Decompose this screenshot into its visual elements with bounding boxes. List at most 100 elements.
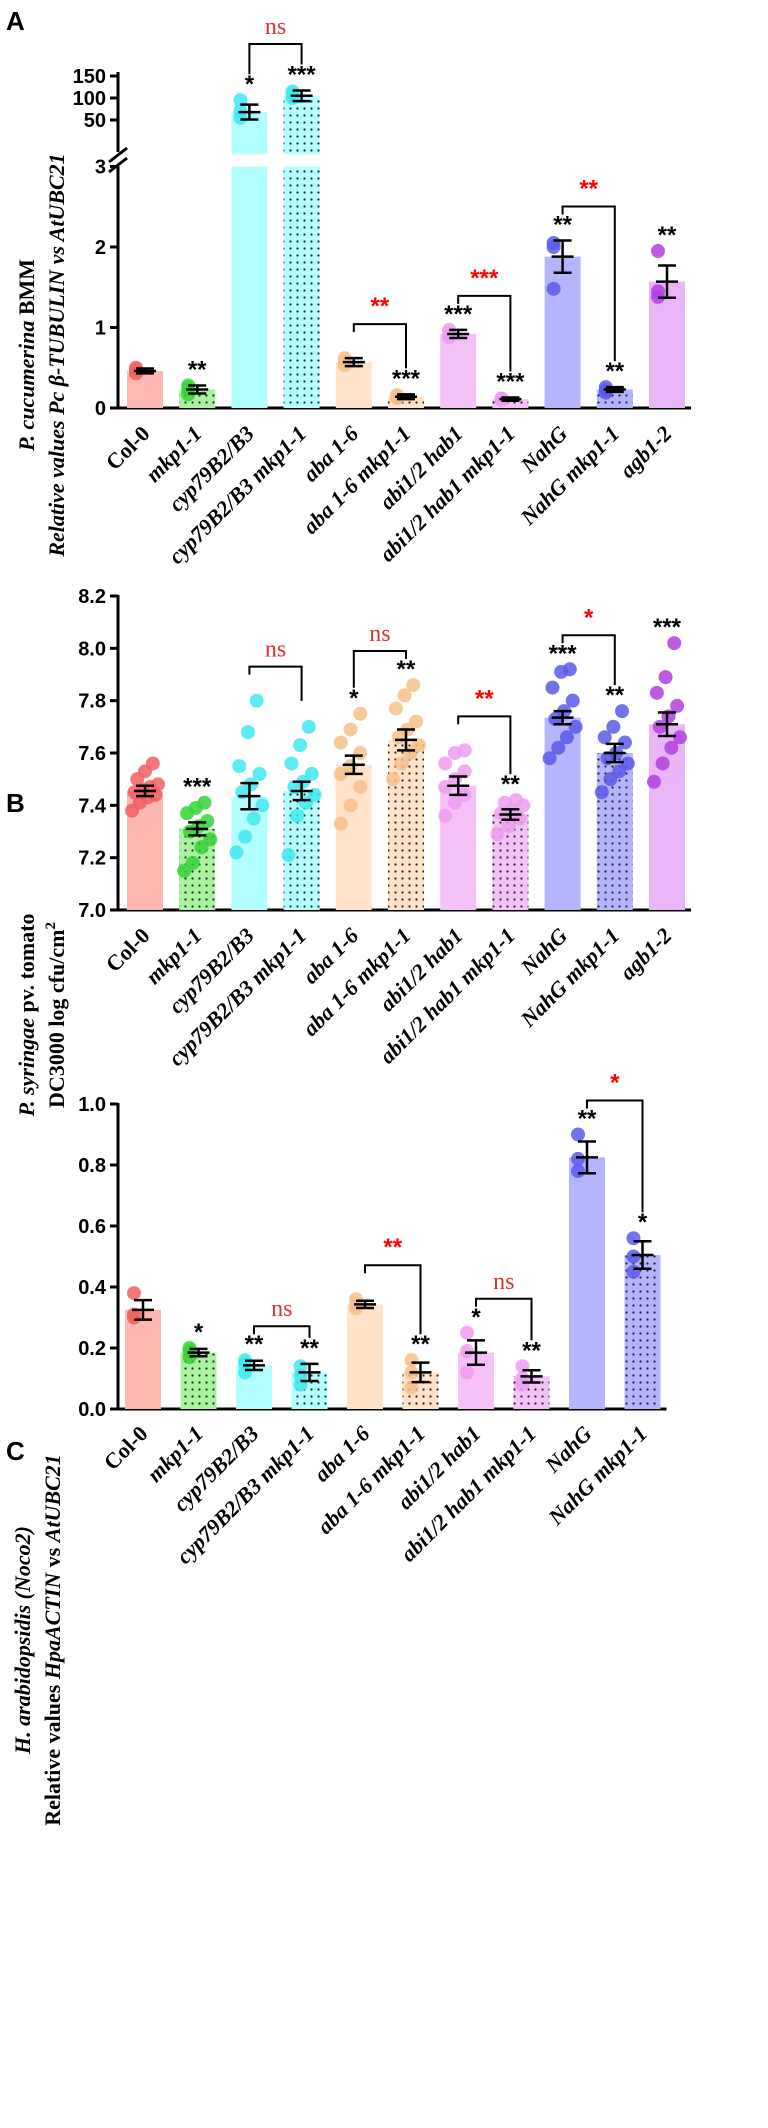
y-axis-title-a: P. cucumerina BMM bbox=[14, 259, 39, 452]
y-axis-title-b-sup: 2 bbox=[43, 922, 59, 930]
data-point bbox=[404, 1380, 419, 1395]
data-point bbox=[655, 756, 670, 771]
data-point bbox=[151, 777, 165, 792]
significance-label: * bbox=[194, 1319, 204, 1346]
data-point bbox=[447, 795, 462, 810]
data-point bbox=[301, 719, 316, 734]
significance-label: *** bbox=[653, 614, 682, 641]
y-tick-label: 100 bbox=[73, 88, 106, 110]
annotations-c: * ** ** ********ns**ns* bbox=[194, 1070, 648, 1365]
y-tick-label: 50 bbox=[84, 110, 106, 132]
comparison-bracket bbox=[248, 43, 303, 75]
data-point bbox=[438, 780, 453, 795]
data-point bbox=[232, 759, 247, 774]
y-tick-label: 2 bbox=[95, 237, 106, 259]
comparison-label: ** bbox=[371, 293, 390, 320]
data-point bbox=[412, 738, 426, 753]
significance-label: ** bbox=[300, 1335, 319, 1362]
data-point bbox=[559, 730, 574, 745]
significance-label: * bbox=[349, 685, 359, 712]
data-point bbox=[670, 698, 685, 713]
data-point bbox=[438, 808, 453, 823]
comparison-label: ns bbox=[369, 621, 390, 647]
comparison-bracket bbox=[475, 1297, 533, 1341]
data-point bbox=[664, 740, 679, 755]
data-point bbox=[568, 719, 583, 734]
data-point bbox=[501, 819, 516, 834]
data-point bbox=[658, 670, 673, 685]
comparison-label: ns bbox=[493, 1269, 514, 1295]
category-label: agb1-2 bbox=[615, 923, 677, 985]
significance-label: ** bbox=[188, 356, 207, 383]
y-tick-label: 1 bbox=[95, 318, 106, 340]
data-point bbox=[281, 848, 296, 863]
comparison-label: ns bbox=[271, 1296, 292, 1322]
bars-b bbox=[125, 636, 687, 910]
comparison-bracket bbox=[586, 1099, 644, 1213]
panel-label-b: B bbox=[6, 788, 25, 818]
comparison-bracket bbox=[253, 1325, 311, 1338]
data-point bbox=[252, 766, 267, 781]
significance-label: ** bbox=[397, 656, 416, 683]
significance-label: ** bbox=[501, 771, 520, 798]
significance-label: ** bbox=[578, 1106, 597, 1133]
data-point bbox=[255, 798, 270, 813]
y-tick-label: 3 bbox=[95, 157, 106, 179]
bar bbox=[231, 166, 268, 408]
bar bbox=[649, 724, 685, 910]
data-point bbox=[243, 777, 258, 792]
data-point bbox=[460, 1365, 474, 1380]
y-axis-title-a-line2: Relative values Pc β-TUBULIN vs AtUBC21 bbox=[44, 153, 69, 557]
y-tick-label: 7.2 bbox=[78, 848, 106, 870]
significance-label: * bbox=[471, 1304, 481, 1331]
significance-label: *** bbox=[183, 774, 212, 801]
data-point bbox=[565, 693, 580, 708]
data-point bbox=[249, 693, 264, 708]
data-point bbox=[571, 1164, 585, 1179]
significance-label: * bbox=[638, 1209, 648, 1236]
data-point bbox=[651, 244, 665, 259]
significance-label: *** bbox=[496, 369, 525, 396]
data-point bbox=[333, 735, 348, 750]
y-axis-title-b-line2-main: DC3000 log cfu/cm bbox=[44, 930, 69, 1108]
data-point bbox=[620, 756, 635, 771]
comparison-label: ** bbox=[579, 176, 598, 203]
y-axis-title-c-part3: vs bbox=[40, 1542, 65, 1573]
data-point bbox=[290, 808, 305, 823]
y-tick-label: 7.8 bbox=[78, 691, 106, 713]
data-point bbox=[438, 756, 453, 771]
y-axis-title-b-part1: P. syringae bbox=[14, 1018, 39, 1118]
data-point bbox=[333, 816, 348, 831]
bar-pattern bbox=[283, 95, 320, 154]
y-axis-title-c-part1: Relative values bbox=[40, 1679, 65, 1826]
data-point bbox=[571, 1151, 585, 1166]
data-point bbox=[246, 811, 261, 826]
panel-label-a: A bbox=[6, 6, 25, 36]
bar bbox=[125, 1309, 161, 1409]
y-axis-title-b: P. syringae pv. tomato bbox=[14, 913, 39, 1117]
y-tick-label: 8.0 bbox=[78, 638, 106, 660]
significance-label: ** bbox=[522, 1337, 541, 1364]
comparison-bracket bbox=[457, 715, 512, 775]
data-point bbox=[545, 680, 560, 695]
bar-pattern bbox=[492, 399, 529, 408]
y-axis-title-b-part2: pv. tomato bbox=[14, 913, 39, 1018]
bar-pattern bbox=[283, 166, 320, 408]
chart-panel-c: 0.00.20.40.60.81.0 * ** ** ********ns**ns* … bbox=[10, 1070, 667, 1826]
y-tick-label: 150 bbox=[73, 66, 106, 88]
comparison-label: *** bbox=[470, 265, 499, 292]
comparison-label: ** bbox=[475, 685, 494, 712]
category-label: agb1-2 bbox=[615, 421, 677, 483]
data-point bbox=[546, 281, 561, 296]
data-point bbox=[397, 688, 412, 703]
data-point bbox=[615, 704, 630, 719]
y-axis-title-a-part2: BMM bbox=[14, 259, 39, 321]
bar bbox=[544, 256, 581, 408]
data-point bbox=[409, 714, 424, 729]
data-point bbox=[394, 756, 409, 771]
